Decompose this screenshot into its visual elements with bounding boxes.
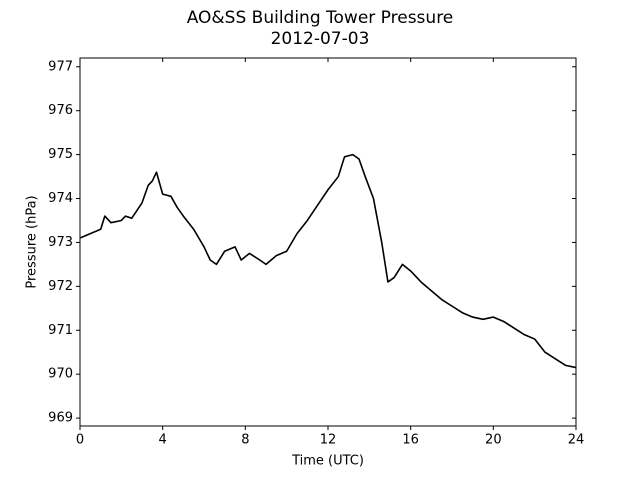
y-axis-label: Pressure (hPa) [25, 195, 40, 288]
y-tick-label: 976 [48, 103, 73, 118]
y-tick-label: 972 [48, 279, 73, 294]
x-tick-label: 24 [568, 433, 585, 448]
x-tick-label: 12 [320, 433, 337, 448]
chart-title: AO&SS Building Tower Pressure [187, 8, 454, 28]
y-tick-label: 974 [48, 191, 73, 206]
data-line [79, 153, 577, 369]
y-tick-label: 971 [48, 323, 73, 338]
chart-subtitle: 2012-07-03 [271, 29, 370, 49]
x-tick-label: 0 [76, 433, 84, 448]
x-tick-label: 4 [159, 433, 167, 448]
x-axis-label: Time (UTC) [291, 454, 364, 469]
x-tick-label: 20 [485, 433, 502, 448]
y-tick-label: 975 [48, 147, 73, 162]
y-tick-label: 969 [48, 411, 73, 426]
y-tick-label: 977 [48, 59, 73, 74]
y-tick-label: 973 [48, 235, 73, 250]
y-tick-label: 970 [48, 367, 73, 382]
plot-frame [79, 57, 577, 427]
x-tick-label: 8 [241, 433, 249, 448]
x-tick-label: 16 [402, 433, 419, 448]
